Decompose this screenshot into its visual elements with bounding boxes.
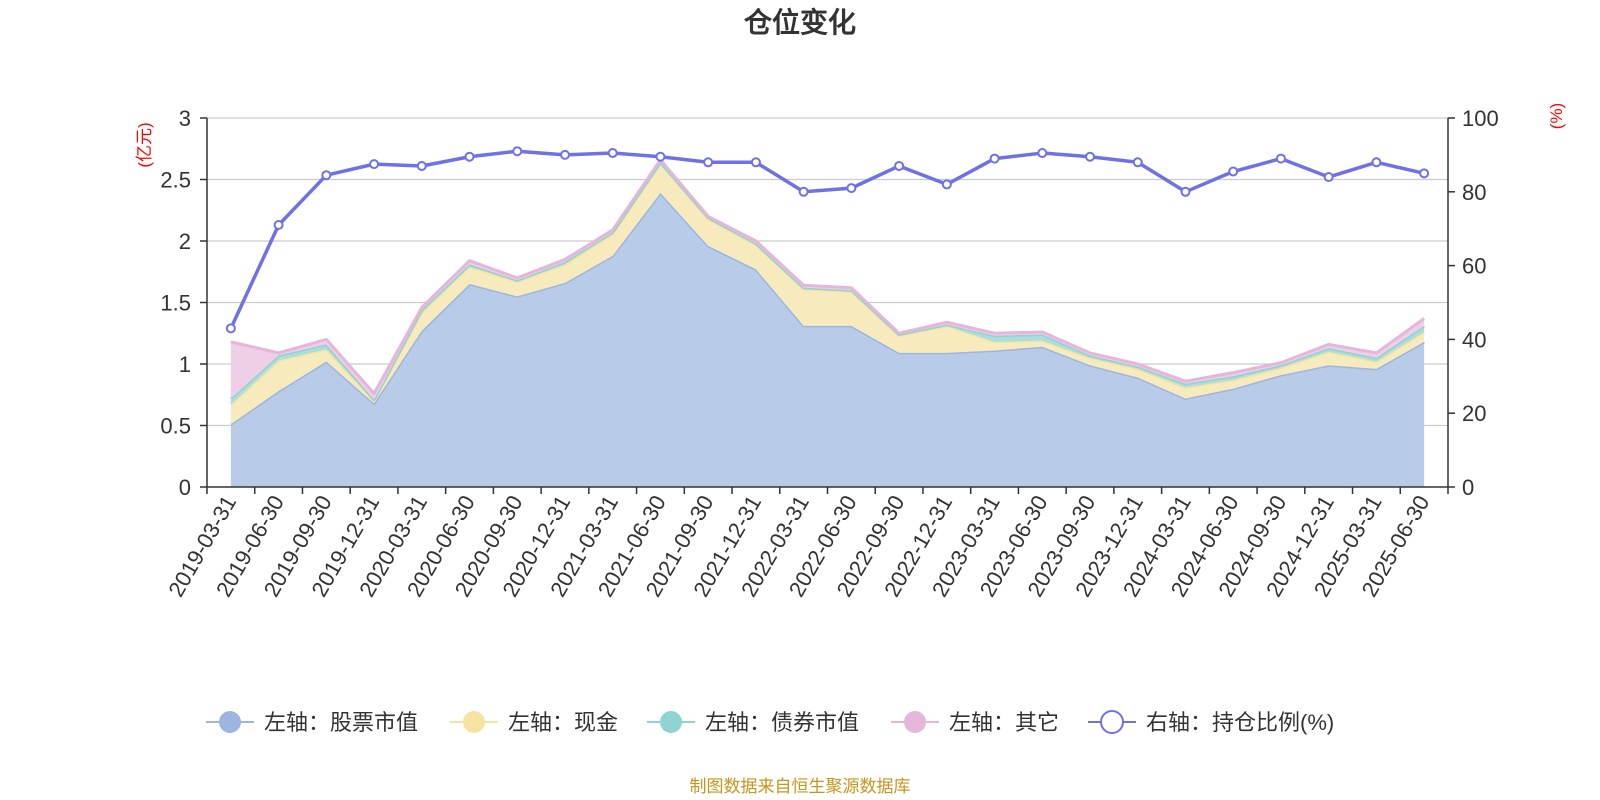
legend: 左轴：股票市值 左轴：现金 左轴：债券市值 左轴：其它 右轴：持仓比例(%) [206, 710, 1334, 735]
right-tick-label: 80 [1462, 180, 1486, 205]
legend-label: 左轴：债券市值 [705, 710, 859, 735]
legend-marker [463, 711, 485, 733]
area-左轴：股票市值 [230, 193, 1425, 487]
left-tick-label: 3 [179, 106, 191, 131]
ratio-point [416, 160, 427, 171]
right-tick-label: 0 [1462, 475, 1474, 500]
legend-marker [660, 711, 682, 733]
ratio-point [559, 149, 570, 160]
legend-marker [904, 711, 926, 733]
area-edge-左轴：其它 [230, 158, 1426, 396]
left-axis-unit: (亿元) [135, 122, 154, 167]
legend-label: 左轴：现金 [508, 710, 618, 735]
ratio-line [229, 149, 1425, 330]
ratio-point [655, 151, 666, 162]
left-tick-label: 0.5 [160, 414, 191, 439]
right-tick-label: 100 [1462, 106, 1499, 131]
right-tick-label: 40 [1462, 327, 1486, 352]
right-axis-unit: (%) [1547, 103, 1566, 129]
ratio-point [703, 157, 714, 168]
legend-label: 右轴：持仓比例(%) [1146, 710, 1334, 735]
left-tick-label: 1.5 [160, 291, 191, 316]
left-tick-label: 0 [179, 475, 191, 500]
left-tick-label: 2 [179, 229, 191, 254]
ratio-line-series [225, 146, 1430, 334]
chart-title: 仓位变化 [744, 6, 856, 38]
ratio-point [225, 323, 236, 334]
ratio-point [989, 153, 1000, 164]
ratio-point [1180, 186, 1191, 197]
ratio-point [273, 220, 284, 231]
ratio-point [369, 159, 380, 170]
ratio-point [1085, 151, 1096, 162]
ratio-point [798, 186, 809, 197]
ratio-point [321, 170, 332, 181]
legend-label: 左轴：股票市值 [264, 710, 418, 735]
ratio-point [1037, 148, 1048, 159]
ratio-point [846, 183, 857, 194]
ratio-point [1132, 157, 1143, 168]
ratio-point [750, 157, 761, 168]
left-tick-label: 1 [179, 352, 191, 377]
left-tick-label: 2.5 [160, 168, 191, 193]
right-tick-label: 20 [1462, 401, 1486, 426]
legend-label: 左轴：其它 [949, 710, 1059, 735]
stacked-areas [229, 158, 1426, 487]
ratio-point [1228, 166, 1239, 177]
ratio-point [464, 151, 475, 162]
ratio-point [512, 146, 523, 157]
ratio-point [1371, 157, 1382, 168]
ratio-point [1275, 153, 1286, 164]
legend-marker [219, 711, 241, 733]
ratio-point [941, 179, 952, 190]
ratio-point [894, 160, 905, 171]
ratio-point [1323, 172, 1334, 183]
ratio-point [607, 148, 618, 159]
right-tick-label: 60 [1462, 254, 1486, 279]
ratio-point [1419, 168, 1430, 179]
area-左轴：现金 [230, 163, 1425, 425]
legend-marker [1100, 710, 1124, 734]
source-note: 制图数据来自恒生聚源数据库 [690, 777, 911, 796]
